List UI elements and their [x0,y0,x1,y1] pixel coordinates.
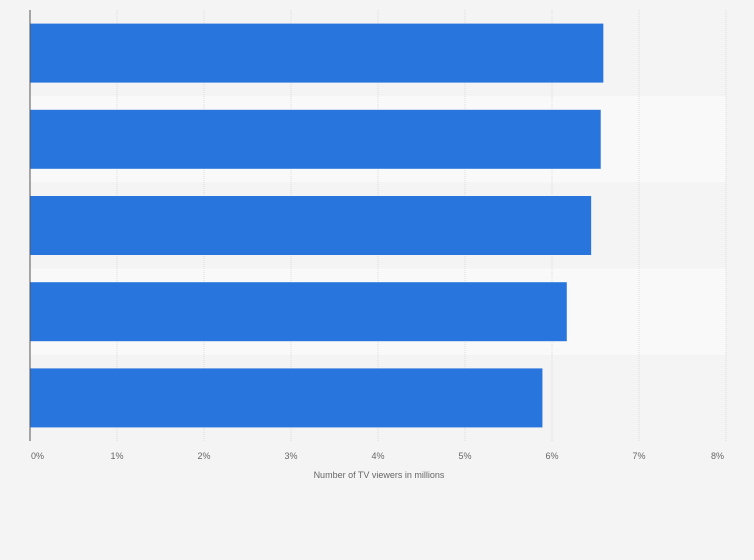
bar[interactable] [30,282,567,342]
x-tick-label: 0% [31,451,44,461]
x-tick-label: 4% [371,451,384,461]
bars [30,23,604,428]
x-axis-title: Number of TV viewers in millions [314,470,445,480]
x-tick-label: 6% [545,451,558,461]
x-tick-label: 5% [458,451,471,461]
bar[interactable] [30,368,543,428]
x-tick-label: 2% [197,451,210,461]
x-axis-tick-labels: 0% 1% 2% 3% 4% 5% 6% 7% 8% [31,451,724,461]
x-tick-label: 7% [632,451,645,461]
bar[interactable] [30,109,601,169]
x-tick-label: 3% [284,451,297,461]
bar[interactable] [30,23,604,83]
bar[interactable] [30,196,592,255]
x-tick-label: 8% [711,451,724,461]
x-tick-label: 1% [110,451,123,461]
